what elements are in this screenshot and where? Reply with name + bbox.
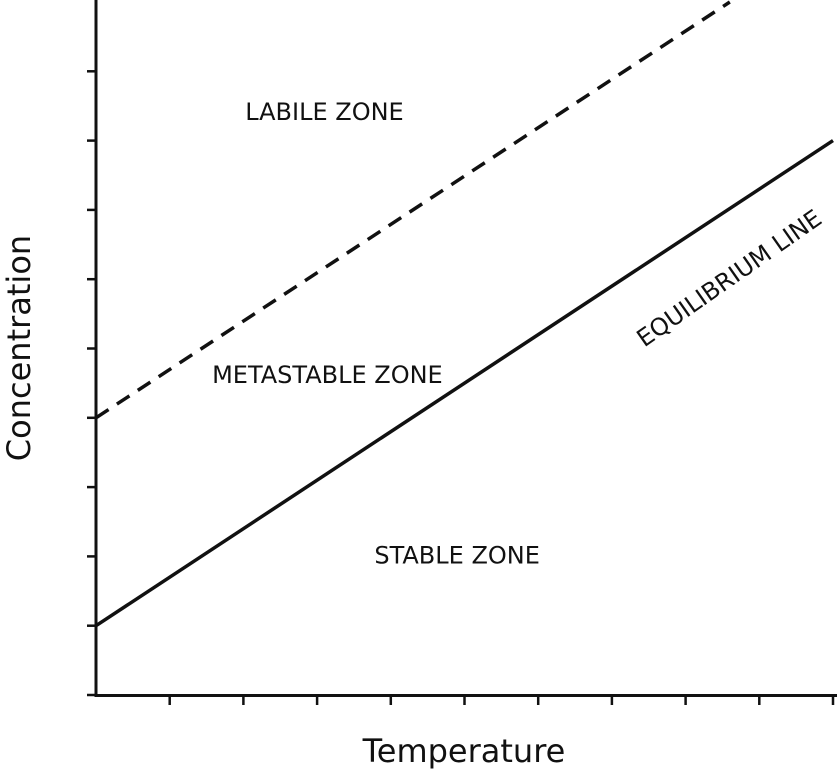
stable-label: STABLE ZONE [374, 541, 540, 569]
equilibrium-label: EQUILIBRIUM LINE [632, 204, 827, 352]
x-axis-title: Temperature [362, 732, 566, 770]
y-ticks [87, 70, 96, 697]
axes [87, 0, 837, 705]
y-axis-title: Concentration [0, 235, 38, 461]
labile-label: LABILE ZONE [245, 98, 404, 126]
series-group [96, 0, 834, 628]
metastable-label: METASTABLE ZONE [212, 361, 443, 389]
equilibrium-line [96, 139, 834, 628]
supersolubility-line [96, 0, 731, 420]
x-ticks [168, 695, 835, 705]
annotations: LABILE ZONE METASTABLE ZONE STABLE ZONE EQU… [212, 98, 827, 570]
